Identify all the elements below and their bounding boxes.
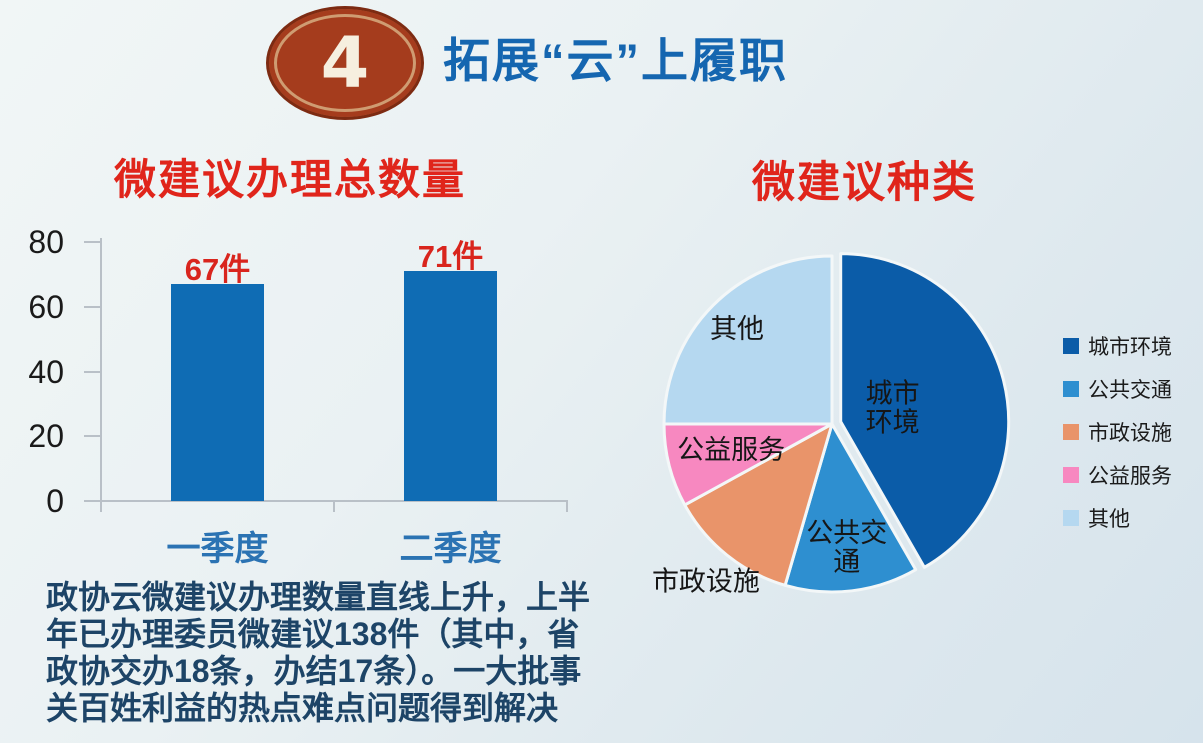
pie-slice-label: 城市环境 bbox=[866, 378, 920, 437]
bar-一季度 bbox=[171, 284, 264, 501]
y-axis-tick bbox=[84, 305, 101, 308]
legend-swatch bbox=[1063, 467, 1079, 483]
legend-swatch bbox=[1063, 510, 1079, 526]
legend-swatch bbox=[1063, 381, 1079, 397]
x-axis-tick bbox=[333, 501, 335, 512]
bar-chart: 0 20 40 60 80 67件一季度 71件二季度 bbox=[0, 0, 620, 600]
y-axis-tick-label: 0 bbox=[46, 483, 64, 519]
pie-slice-公共交通 bbox=[783, 422, 918, 594]
y-axis-tick bbox=[84, 500, 101, 502]
y-axis-tick-label: 40 bbox=[28, 353, 64, 390]
pie-slice-其他 bbox=[662, 254, 834, 426]
pie-legend: 城市环境公共交通市政设施公益服务其他 bbox=[1063, 331, 1172, 533]
x-axis-category-label: 一季度 bbox=[166, 530, 269, 568]
legend-label: 市政设施 bbox=[1088, 422, 1172, 445]
summary-line: 关百姓利益的热点难点问题得到解决 bbox=[46, 690, 559, 726]
pie-chart-title: 微建议种类 bbox=[752, 158, 977, 208]
x-axis-tick bbox=[566, 501, 568, 512]
summary-text: 政协云微建议办理数量直线上升，上半 年已办理委员微建议138件（其中，省 政协交办1… bbox=[46, 579, 590, 727]
badge-number: 4 bbox=[320, 22, 370, 104]
page-title: 拓展“云”上履职 bbox=[443, 34, 788, 87]
summary-line: 年已办理委员微建议138件（其中，省 bbox=[46, 616, 580, 652]
y-axis-tick-label: 20 bbox=[28, 418, 64, 455]
x-axis-category-label: 二季度 bbox=[399, 530, 502, 568]
legend-label: 城市环境 bbox=[1088, 336, 1172, 359]
legend-label: 公益服务 bbox=[1088, 465, 1172, 488]
pie-slice-label: 公益服务 bbox=[677, 435, 785, 465]
pie-slice-label: 公共交通 bbox=[806, 518, 887, 577]
legend-label: 其他 bbox=[1088, 508, 1130, 531]
pie-slice-label: 市政设施 bbox=[652, 566, 760, 596]
legend-swatch bbox=[1063, 424, 1079, 440]
bar-value-label: 67件 bbox=[184, 252, 251, 288]
summary-line: 政协云微建议办理数量直线上升，上半 bbox=[46, 579, 591, 615]
bar-chart-title: 微建议办理总数量 bbox=[114, 155, 467, 204]
y-axis-line bbox=[100, 238, 102, 505]
summary-line: 政协交办18条，办结17条）。一大批事 bbox=[46, 653, 582, 689]
pie-slice-城市环境 bbox=[839, 252, 1011, 569]
legend-item-其他: 其他 bbox=[1063, 503, 1172, 533]
y-axis-tick-label: 80 bbox=[28, 224, 64, 260]
y-axis-tick bbox=[84, 241, 101, 243]
x-axis-tick bbox=[100, 501, 102, 512]
legend-item-公益服务: 公益服务 bbox=[1063, 460, 1172, 490]
y-axis-tick bbox=[84, 435, 101, 438]
legend-item-市政设施: 市政设施 bbox=[1063, 417, 1172, 447]
legend-swatch bbox=[1063, 338, 1079, 354]
pie-slice-市政设施 bbox=[683, 422, 834, 587]
pie-slice-label: 其他 bbox=[710, 314, 764, 344]
legend-item-城市环境: 城市环境 bbox=[1063, 331, 1172, 361]
legend-label: 公共交通 bbox=[1088, 379, 1172, 402]
legend-item-公共交通: 公共交通 bbox=[1063, 374, 1172, 404]
y-axis-tick-label: 60 bbox=[28, 288, 64, 325]
section-number-badge: 4 bbox=[266, 6, 424, 120]
y-axis-tick bbox=[84, 370, 101, 373]
bar-二季度 bbox=[404, 271, 497, 501]
bar-value-label: 71件 bbox=[417, 239, 484, 275]
